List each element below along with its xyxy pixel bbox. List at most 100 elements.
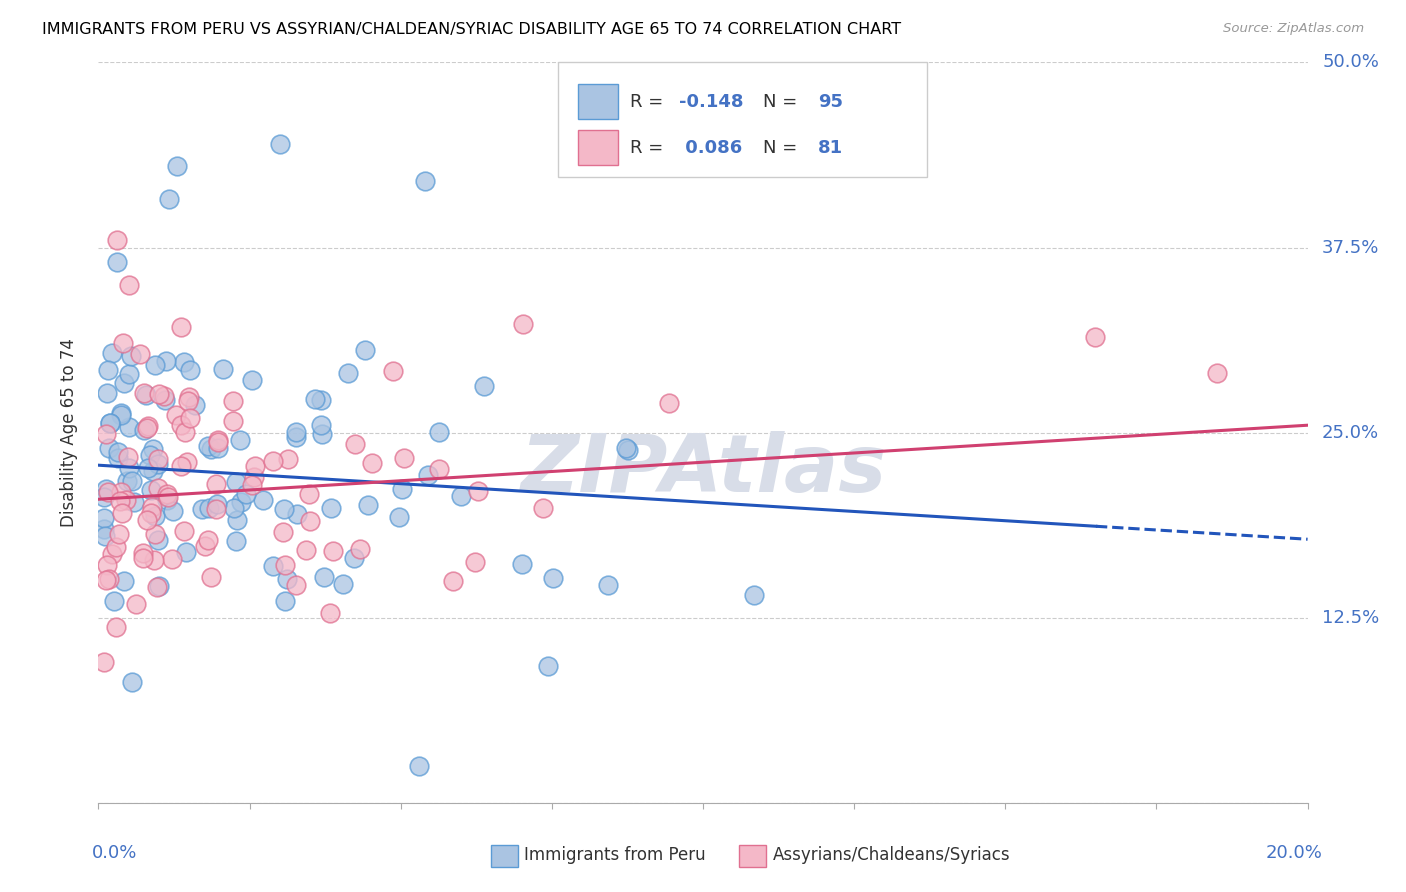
Point bbox=[332, 577, 354, 591]
Point bbox=[115, 474, 138, 488]
Point bbox=[658, 396, 681, 410]
Point bbox=[156, 490, 179, 504]
Point bbox=[173, 354, 195, 368]
Point bbox=[277, 451, 299, 466]
Point bbox=[381, 363, 404, 377]
Point bbox=[287, 507, 309, 521]
Point bbox=[200, 570, 222, 584]
Point bbox=[93, 511, 115, 525]
Point bbox=[537, 659, 560, 673]
Point bbox=[184, 398, 207, 412]
Point bbox=[391, 483, 413, 497]
Point bbox=[596, 577, 619, 591]
Point bbox=[299, 514, 322, 528]
Point bbox=[240, 373, 263, 387]
Point bbox=[311, 392, 333, 407]
Point bbox=[139, 483, 162, 497]
Point bbox=[120, 349, 142, 363]
Point bbox=[104, 540, 127, 554]
Point bbox=[108, 527, 131, 541]
Point bbox=[269, 136, 291, 151]
Point bbox=[146, 481, 169, 495]
Point bbox=[205, 502, 228, 516]
Text: N =: N = bbox=[763, 93, 803, 111]
Point bbox=[160, 552, 183, 566]
Text: 50.0%: 50.0% bbox=[1322, 54, 1379, 71]
Point bbox=[742, 588, 765, 602]
Text: 37.5%: 37.5% bbox=[1322, 238, 1379, 257]
Text: 81: 81 bbox=[818, 138, 844, 157]
Point bbox=[170, 319, 193, 334]
Point bbox=[225, 475, 247, 489]
Point bbox=[93, 522, 115, 536]
Point bbox=[107, 451, 129, 466]
Point bbox=[205, 497, 228, 511]
Point bbox=[200, 442, 222, 457]
Point bbox=[170, 459, 193, 474]
Point bbox=[166, 159, 188, 173]
Point bbox=[221, 414, 243, 428]
Point bbox=[124, 495, 146, 509]
Point bbox=[112, 376, 135, 390]
Point bbox=[110, 493, 132, 508]
Point bbox=[312, 570, 335, 584]
Point bbox=[543, 571, 565, 585]
Bar bbox=[492, 845, 517, 867]
Point bbox=[190, 501, 212, 516]
Point bbox=[118, 420, 141, 434]
Point bbox=[1084, 330, 1107, 344]
Point bbox=[121, 674, 143, 689]
Point bbox=[285, 578, 308, 592]
Point bbox=[162, 504, 184, 518]
Point bbox=[194, 539, 217, 553]
Point bbox=[174, 545, 197, 559]
Text: -0.148: -0.148 bbox=[679, 93, 744, 111]
Point bbox=[285, 425, 308, 439]
Point bbox=[94, 529, 117, 543]
Point bbox=[101, 346, 124, 360]
Point bbox=[173, 425, 195, 439]
Point bbox=[427, 425, 450, 439]
Point bbox=[298, 487, 321, 501]
Text: 25.0%: 25.0% bbox=[1322, 424, 1379, 442]
Point bbox=[273, 594, 295, 608]
Point bbox=[207, 435, 229, 450]
Point bbox=[145, 580, 167, 594]
Point bbox=[165, 408, 187, 422]
Text: Source: ZipAtlas.com: Source: ZipAtlas.com bbox=[1223, 22, 1364, 36]
Point bbox=[617, 443, 640, 458]
Point bbox=[176, 455, 198, 469]
Point bbox=[93, 655, 115, 669]
Point bbox=[392, 450, 415, 465]
Point bbox=[361, 456, 384, 470]
Point bbox=[98, 416, 121, 430]
Point bbox=[472, 379, 495, 393]
Text: Immigrants from Peru: Immigrants from Peru bbox=[524, 847, 706, 864]
Point bbox=[143, 358, 166, 372]
Point bbox=[311, 427, 333, 442]
Point bbox=[388, 509, 411, 524]
Point bbox=[512, 317, 534, 331]
Point bbox=[337, 366, 360, 380]
Point bbox=[129, 347, 152, 361]
Point bbox=[354, 343, 377, 358]
Point bbox=[148, 579, 170, 593]
Point bbox=[284, 430, 307, 444]
Text: N =: N = bbox=[763, 138, 803, 157]
Text: 20.0%: 20.0% bbox=[1265, 844, 1322, 862]
Point bbox=[142, 464, 165, 478]
Point bbox=[357, 498, 380, 512]
Point bbox=[262, 559, 284, 574]
Point bbox=[118, 277, 141, 292]
Point bbox=[170, 418, 193, 433]
Point bbox=[252, 492, 274, 507]
Point bbox=[225, 534, 247, 549]
Point bbox=[125, 597, 148, 611]
Point bbox=[132, 423, 155, 437]
Point bbox=[135, 421, 157, 435]
Point bbox=[98, 417, 121, 431]
Point bbox=[142, 442, 165, 456]
Point bbox=[136, 418, 159, 433]
Point bbox=[97, 572, 120, 586]
Point bbox=[136, 461, 159, 475]
